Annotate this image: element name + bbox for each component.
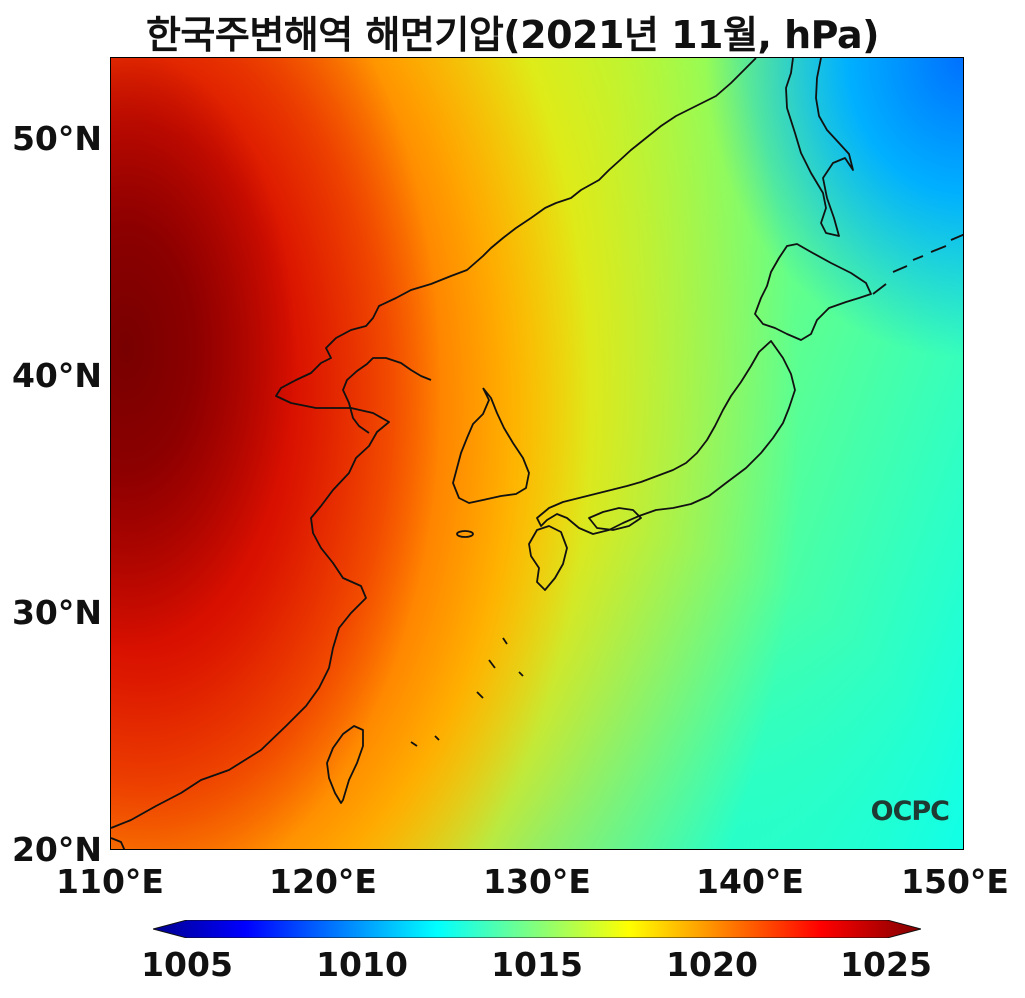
lat-tick-20: 20°N [11,830,102,869]
coastline-kurils [872,233,963,295]
pressure-map: OCPC [110,57,964,850]
lon-tick-150: 150°E [901,862,1009,901]
colorbar [153,920,921,938]
lat-tick-50: 50°N [11,119,102,158]
coastline-china [111,58,757,829]
lon-tick-120: 120°E [269,862,377,901]
coastline-hainan [111,837,126,849]
coastline-shikoku [588,507,642,531]
lon-tick-140: 140°E [696,862,804,901]
coastline-bohai [342,357,432,434]
coastline-sakhalin [785,58,854,237]
colorbar-tick-1025: 1025 [840,945,932,984]
colorbar-tick-1015: 1015 [491,945,583,984]
colorbar-tick-1005: 1005 [141,945,233,984]
coastline-taiwan [326,725,364,804]
lon-tick-110: 110°E [56,862,164,901]
coastline-honshu [536,340,796,535]
coastline-ryukyu [410,637,524,747]
lat-tick-30: 30°N [11,593,102,632]
coastline-overlay [111,58,963,849]
ocpc-logo: OCPC [870,796,950,827]
coastline-kyushu [528,525,568,591]
coastline-korea [452,387,530,504]
lon-tick-130: 130°E [483,862,591,901]
coastline-jeju [456,530,474,538]
coastline-hokkaido [754,243,872,341]
colorbar-tick-1010: 1010 [316,945,408,984]
colorbar-tick-1020: 1020 [666,945,758,984]
lat-tick-40: 40°N [11,356,102,395]
map-title: 한국주변해역 해면기압(2021년 11월, hPa) [145,13,880,57]
